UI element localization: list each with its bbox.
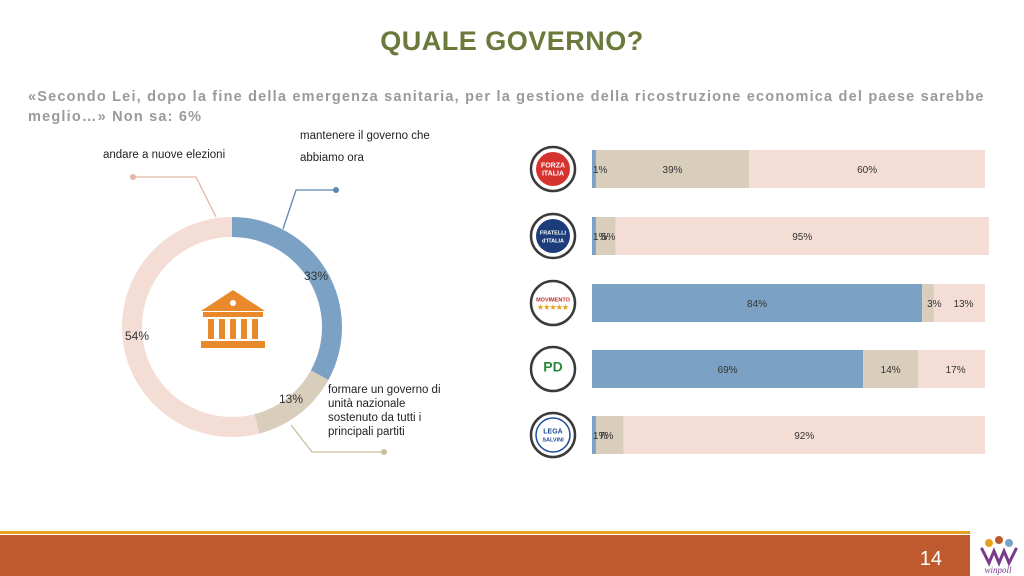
bank-building-icon bbox=[201, 290, 265, 348]
bar-segment-1-2 bbox=[595, 150, 750, 188]
bar-value-label-1-1: 1% bbox=[593, 165, 608, 176]
donut-category-label-2-line-4: principali partiti bbox=[328, 426, 405, 438]
donut-category-label-1-line-1: mantenere il governo che bbox=[300, 130, 430, 142]
party-logo-2: FRATELLI d'ITALIA bbox=[529, 212, 577, 260]
bar-segment-4-1 bbox=[592, 350, 864, 388]
party-logo-text-5-1: LEGA bbox=[543, 429, 562, 436]
leader-dot-2 bbox=[381, 449, 387, 455]
party-logo-text-1-2: ITALIA bbox=[542, 171, 564, 178]
bar-segment-4-2 bbox=[863, 350, 919, 388]
donut-value-label-3: 54% bbox=[125, 329, 149, 343]
bar-segment-3-3 bbox=[933, 284, 985, 322]
footer-bar bbox=[0, 535, 970, 576]
bar-segment-5-2 bbox=[595, 416, 624, 454]
donut-slice-1 bbox=[232, 217, 342, 380]
bar-segment-2-3 bbox=[615, 217, 989, 255]
party-logo-text-2-2: d'ITALIA bbox=[542, 239, 564, 245]
party-logo-5: LEGA SALVINI bbox=[529, 411, 577, 459]
bar-segment-2-1 bbox=[592, 217, 596, 255]
bar-value-label-3-2: 3% bbox=[927, 299, 942, 310]
bar-segment-1-3 bbox=[749, 150, 985, 188]
bar-segment-5-3 bbox=[623, 416, 985, 454]
donut-category-label-2-line-2: unità nazionale bbox=[328, 398, 405, 410]
bar-value-label-2-1: 1% bbox=[593, 232, 608, 243]
page-number: 14 bbox=[919, 548, 942, 570]
bar-value-label-5-2: 7% bbox=[599, 431, 614, 442]
page-title: QUALE GOVERNO? bbox=[380, 26, 644, 56]
bar-value-label-1-2: 39% bbox=[663, 165, 683, 176]
bar-value-label-3-1: 84% bbox=[747, 299, 767, 310]
party-logo-text-5-2: SALVINI bbox=[542, 438, 564, 444]
party-logo-text-3-1: MOVIMENTO bbox=[536, 298, 571, 304]
party-logo-text-3-2: ★★★★★ bbox=[537, 304, 569, 312]
party-logo-4: PD bbox=[529, 345, 577, 393]
donut-value-label-2: 13% bbox=[279, 392, 303, 406]
bar-segment-2-2 bbox=[595, 217, 616, 255]
donut-slice-3 bbox=[122, 217, 260, 437]
winpoll-logo: winpoll bbox=[980, 536, 1018, 575]
party-logo-text-4-1: PD bbox=[543, 359, 562, 375]
bar-value-label-2-2: 5% bbox=[601, 232, 616, 243]
donut-category-label-2-line-3: sostenuto da tutti i bbox=[328, 412, 421, 424]
bar-value-label-2-3: 95% bbox=[792, 232, 812, 243]
bar-segment-1-1 bbox=[592, 150, 596, 188]
bar-segment-3-1 bbox=[592, 284, 923, 322]
bar-value-label-5-3: 92% bbox=[794, 431, 814, 442]
brand-text: winpoll bbox=[984, 565, 1012, 575]
bar-value-label-4-3: 17% bbox=[946, 365, 966, 376]
donut-category-label-3-line-1: andare a nuove elezioni bbox=[103, 149, 225, 161]
leader-line-2 bbox=[290, 424, 384, 453]
party-logo-3: MOVIMENTO★★★★★ bbox=[529, 279, 577, 327]
bar-value-label-5-1: 1% bbox=[593, 431, 608, 442]
donut-category-label-2-line-1: formare un governo di bbox=[328, 384, 441, 396]
bar-value-label-3-3: 13% bbox=[953, 299, 973, 310]
survey-question: «Secondo Lei, dopo la fine della emergen… bbox=[28, 89, 985, 125]
bar-value-label-4-1: 69% bbox=[718, 365, 738, 376]
donut-category-label-1-line-2: abbiamo ora bbox=[300, 152, 365, 164]
bar-segment-4-3 bbox=[918, 350, 985, 388]
bar-value-label-4-2: 14% bbox=[881, 365, 901, 376]
donut-value-label-1: 33% bbox=[304, 269, 328, 283]
bar-value-label-1-3: 60% bbox=[857, 165, 877, 176]
leader-dot-3 bbox=[130, 174, 136, 180]
leader-line-3 bbox=[133, 176, 217, 218]
footer-accent-line bbox=[0, 531, 970, 534]
party-logo-text-1-1: FORZA bbox=[541, 163, 565, 170]
donut-slice-2 bbox=[254, 370, 329, 434]
leader-line-1 bbox=[282, 189, 336, 230]
party-logo-text-2-1: FRATELLI bbox=[540, 231, 567, 237]
leader-dot-1 bbox=[333, 187, 339, 193]
bar-segment-3-2 bbox=[922, 284, 934, 322]
bar-segment-5-1 bbox=[592, 416, 596, 454]
